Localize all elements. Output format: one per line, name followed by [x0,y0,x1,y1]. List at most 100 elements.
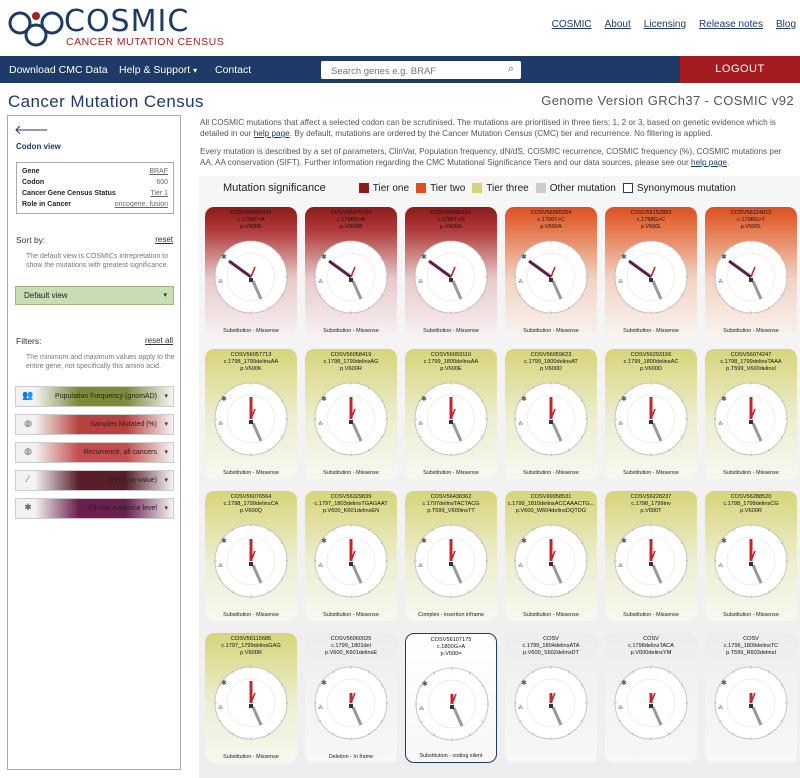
svg-text:✱: ✱ [421,395,427,403]
nav-help[interactable]: Help & Support ▾ [119,64,197,76]
mutation-card[interactable]: COSV56075762 c.1798G>A p.V600M ✱ ⁂ Substituti… [305,207,397,337]
link-release-notes[interactable]: Release notes [699,19,763,30]
back-arrow-icon[interactable]: 🡐 [14,122,49,137]
card-title: COSV c.1798delinsTACA p.V600delinsYM [605,636,697,657]
card-title: COSV56107175 c.1800G>A p.V600= [406,637,496,658]
mutation-card[interactable]: COSV c.1798delinsTACA p.V600delinsYM ✱ ⁂ [605,633,697,763]
filter-label: ClinVar evidence level [88,505,157,512]
card-aa: p.V600R [740,508,762,514]
mutation-card[interactable]: COSV56059623 c.1799_1800delinsAT p.V600D ✱ ⁂… [505,349,597,479]
mutation-card[interactable]: COSV56293156 c.1799_1800delinsAC p.V600D ✱ ⁂… [605,349,697,479]
card-id: COSV56059623 [530,352,572,358]
mutation-card[interactable]: COSV56115685 c.1797_1799delinsGAG p.V600R ✱… [205,633,297,763]
card-id: COSV99958531 [530,494,572,500]
card-aa: p.V600R [340,366,362,372]
card-id: COSV56075762 [330,210,372,216]
legend-swatch [472,183,483,193]
help-page-link[interactable]: help page [691,158,728,167]
cosmic-logo[interactable] [6,6,211,50]
significance-dial: ✱⁂ [414,240,488,314]
legend-swatch [416,183,427,193]
mutation-card[interactable]: COSV56438362 c.1797delinsTACTACG p.T599_V6… [405,491,497,621]
sort-select[interactable]: Default view ▾ [15,286,174,305]
svg-text:✱: ✱ [621,537,627,545]
gene-search: ⌕ [321,61,521,80]
significance-dial: ✱⁂ [614,382,688,456]
card-mutation-type: Substitution - Missense [523,328,579,334]
link-blog[interactable]: Blog [775,19,796,30]
card-aa: p.V600_K601delinsE [324,650,378,656]
card-title: COSV56080151 c.1799T>G p.V600G [405,210,497,231]
mutation-card[interactable]: COSV99958531 c.1799_1810delinsACCAAACTG..… [505,491,597,621]
population-icon: 👥 [22,390,34,400]
nav-contact[interactable]: Contact [215,64,252,76]
caret-down-icon: ▾ [193,66,198,75]
mutation-card[interactable]: COSV56059110 c.1799_1800delinsAA p.V600E ✱ ⁂… [405,349,497,479]
svg-text:⁂: ⁂ [218,279,223,285]
card-title: COSV56065204 c.1799T>C p.V600A [505,210,597,231]
card-mutation-type: Substitution - Missense [523,470,579,476]
mutation-card[interactable]: COSV56080151 c.1799T>G p.V600G ✱ ⁂ Substituti… [405,207,497,337]
mutation-card[interactable]: COSV56228237 c.1798_1799inv p.V600T ✱ ⁂ Subst… [605,491,697,621]
filter-4[interactable]: ✱ ClinVar evidence level ▾ [15,498,174,519]
card-cds: c.1799_1800delinsAC [623,359,679,365]
card-title: COSV56228237 c.1798_1799inv p.V600T [605,494,697,515]
filter-1[interactable]: ◍ Samples Mutated (%) ▾ [15,414,174,435]
svg-text:⁂: ⁂ [718,563,723,569]
svg-text:✱: ✱ [721,679,727,687]
intro-paragraph: Every mutation is described by a set of … [200,146,790,168]
significance-dial: ✱⁂ [614,240,688,314]
card-aa: p.V600_S602delinsDT [523,650,579,656]
mutation-card[interactable]: COSV56288520 c.1798_1799delinsCG p.V600R ✱ ⁂… [705,491,797,621]
legend-item: Tier three [472,182,529,194]
mutation-card[interactable]: COSV56057713 c.1798_1799delinsAA p.V600K ✱ ⁂… [205,349,297,479]
mutation-card[interactable]: COSV c.1799_1804delinsATA p.V600_S602delin… [505,633,597,763]
mutation-card[interactable]: COSV56065204 c.1799T>C p.V600A ✱ ⁂ Substituti… [505,207,597,337]
svg-text:✱: ✱ [421,253,427,261]
filter-3[interactable]: ⁄ dN/dS (q-value) ▾ [15,470,174,491]
search-input[interactable] [331,63,501,80]
svg-text:✱: ✱ [321,395,327,403]
reset-sort-link[interactable]: reset [155,235,173,244]
link-licensing[interactable]: Licensing [643,19,687,30]
card-mutation-type: Substitution - Missense [723,470,779,476]
card-id: COSV56293156 [630,352,672,358]
cgc-value[interactable]: Tier 1 [150,190,168,197]
mutation-card[interactable]: COSV56074247 c.1798_1799delinsTAAA p.T599_… [705,349,797,479]
mutation-card[interactable]: COSV56124012 c.1798G>T p.V600L ✱ ⁂ Substituti… [705,207,797,337]
mutation-card[interactable]: COSV56329839 c.1797_1803delinsTGAGAAT p.V6… [305,491,397,621]
search-icon[interactable]: ⌕ [507,63,514,75]
link-about[interactable]: About [604,19,631,30]
codon-label: Codon [22,179,45,186]
sidebar: 🡐 Codon view Gene BRAF Codon 600 Cancer Ge… [7,115,181,770]
mutation-card[interactable]: COSV56076564 c.1798_1799delinsCA p.V600Q ✱ ⁂… [205,491,297,621]
card-aa: p.V600_K601delinsEN [322,508,380,514]
link-cosmic[interactable]: COSMIC [551,19,592,30]
svg-text:✱: ✱ [621,395,627,403]
mutation-card[interactable]: COSV c.1796_1809delinsTC p.T599_R603delins… [705,633,797,763]
sort-by-label: Sort by: [16,235,46,245]
mutation-card[interactable]: COSV56060025 c.1799_1801del p.V600_K601del… [305,633,397,763]
card-mutation-type: Substitution - Missense [623,612,679,618]
mutation-card[interactable]: COSV56058419 c.1798_1799delinsAG p.V600R ✱ ⁂… [305,349,397,479]
filter-2[interactable]: ◍ Recurrence, all cancers ▾ [15,442,174,463]
significance-dial: ✱⁂ [314,382,388,456]
reset-all-link[interactable]: reset all [144,336,173,345]
card-title: COSV56288520 c.1798_1799delinsCG p.V600R [705,494,797,515]
svg-text:✱: ✱ [221,395,227,403]
help-page-link[interactable]: help page [253,129,290,138]
mutation-card[interactable]: COSV56107175 c.1800G>A p.V600= ✱ ⁂ Substituti… [405,633,497,763]
logout-button[interactable]: LOGOUT [680,56,800,83]
nav-download[interactable]: Download CMC Data [9,64,108,76]
legend-label: Tier three [486,182,529,194]
card-cds: c.1796_1809delinsTC [723,643,779,649]
card-title: COSV99958531 c.1799_1810delinsACCAAACTG..… [505,494,597,515]
filter-0[interactable]: 👥 Population Frequency (gnomAD) ▾ [15,386,174,407]
role-value[interactable]: oncogene, fusion [114,201,168,208]
gene-label: Gene [22,168,40,175]
gene-value[interactable]: BRAF [149,168,168,175]
mutation-card[interactable]: COSV56056643 c.1799T>A p.V600E ✱ ⁂ Substituti… [205,207,297,337]
significance-dial: ✱⁂ [214,666,288,740]
mutation-card[interactable]: COSV56152883 c.1798G>C p.V600L ✱ ⁂ Substituti… [605,207,697,337]
card-title: COSV c.1799_1804delinsATA p.V600_S602delin… [505,636,597,657]
